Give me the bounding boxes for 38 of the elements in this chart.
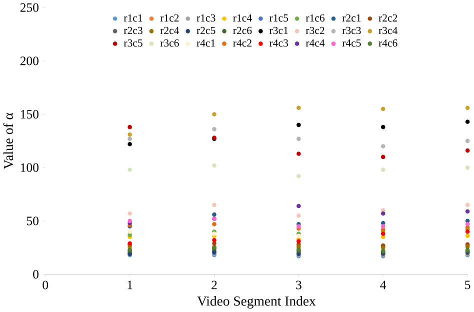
y-tick-label: 100 xyxy=(20,163,38,172)
x-tick-label: 4 xyxy=(380,280,386,290)
y-tick-label: 250 xyxy=(20,3,38,12)
x-tick-label: 1 xyxy=(128,280,132,290)
legend-label: r3c5 xyxy=(124,40,142,47)
x-tick-label: 5 xyxy=(465,280,470,290)
legend-label: r2c3 xyxy=(124,26,142,34)
legend-label: r1c2 xyxy=(160,14,179,22)
legend-label: r2c1 xyxy=(342,14,361,22)
legend-label: r3c1 xyxy=(270,26,288,34)
legend-label: r4c4 xyxy=(306,40,325,47)
x-tick-label: 3 xyxy=(296,280,302,290)
legend-label: r1c6 xyxy=(306,14,325,22)
legend-label: r1c5 xyxy=(270,14,288,22)
y-tick-label: 50 xyxy=(26,216,38,226)
y-tick-label: 0 xyxy=(33,270,38,279)
legend-label: r3c6 xyxy=(160,40,179,47)
x-tick-label: 0 xyxy=(42,280,48,290)
x-axis-title: Video Segment Index xyxy=(197,296,316,309)
y-tick-label: 200 xyxy=(20,56,38,66)
legend-label: r4c6 xyxy=(378,40,398,47)
legend-label: r2c2 xyxy=(378,14,398,22)
y-tick-label: 150 xyxy=(20,110,38,119)
legend-label: r2c6 xyxy=(233,26,252,34)
legend-label: r3c3 xyxy=(342,26,361,34)
legend-label: r4c5 xyxy=(342,40,361,47)
legend-label: r2c4 xyxy=(160,26,180,34)
legend-label: r4c2 xyxy=(233,40,252,47)
legend-label: r2c5 xyxy=(196,26,216,34)
legend-label: r1c4 xyxy=(233,14,252,22)
x-tick-label: 2 xyxy=(212,280,217,290)
legend-label: r1c3 xyxy=(196,14,216,22)
legend-label: r1c1 xyxy=(124,14,142,22)
legend-label: r4c3 xyxy=(270,40,288,47)
y-axis-title: Value of α xyxy=(3,112,14,170)
legend-label: r4c1 xyxy=(196,40,215,47)
legend-label: r3c2 xyxy=(306,26,324,34)
legend-label: r3c4 xyxy=(378,26,398,34)
